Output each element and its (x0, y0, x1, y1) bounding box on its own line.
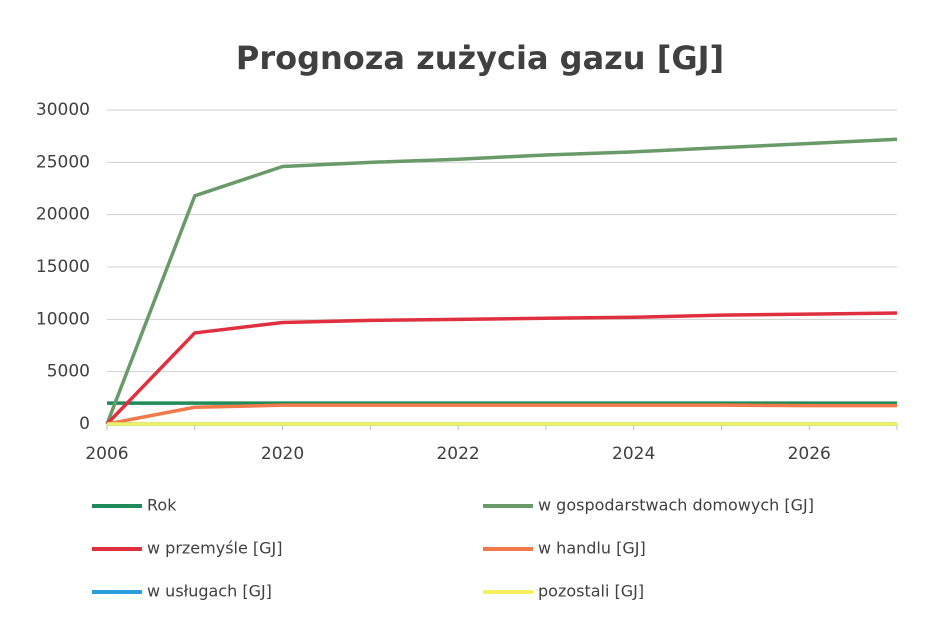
y-tick-label: 30000 (36, 100, 90, 120)
legend-label: w handlu [GJ] (538, 539, 646, 558)
legend-label: w przemyśle [GJ] (147, 539, 283, 558)
series-line (105, 311, 898, 426)
y-tick-label: 20000 (36, 205, 90, 225)
legend-label: w usługach [GJ] (147, 582, 272, 601)
x-tick-label: 2024 (612, 444, 655, 464)
series-line (106, 403, 897, 426)
x-tick-label: 2026 (788, 444, 831, 464)
y-tick-label: 10000 (36, 309, 90, 329)
legend-label: pozostali [GJ] (538, 582, 644, 601)
chart-title: Prognoza zużycia gazu [GJ] (236, 39, 724, 77)
legend-label: Rok (147, 496, 177, 515)
x-tick-label: 2006 (85, 444, 128, 464)
y-tick-label: 5000 (47, 362, 90, 382)
x-tick-label: 2020 (261, 444, 304, 464)
legend-label: w gospodarstwach domowych [GJ] (538, 496, 814, 515)
y-tick-label: 25000 (36, 152, 90, 172)
series-line (105, 137, 898, 425)
y-tick-label: 15000 (36, 257, 90, 277)
y-tick-label: 0 (79, 414, 90, 434)
x-tick-label: 2022 (436, 444, 479, 464)
